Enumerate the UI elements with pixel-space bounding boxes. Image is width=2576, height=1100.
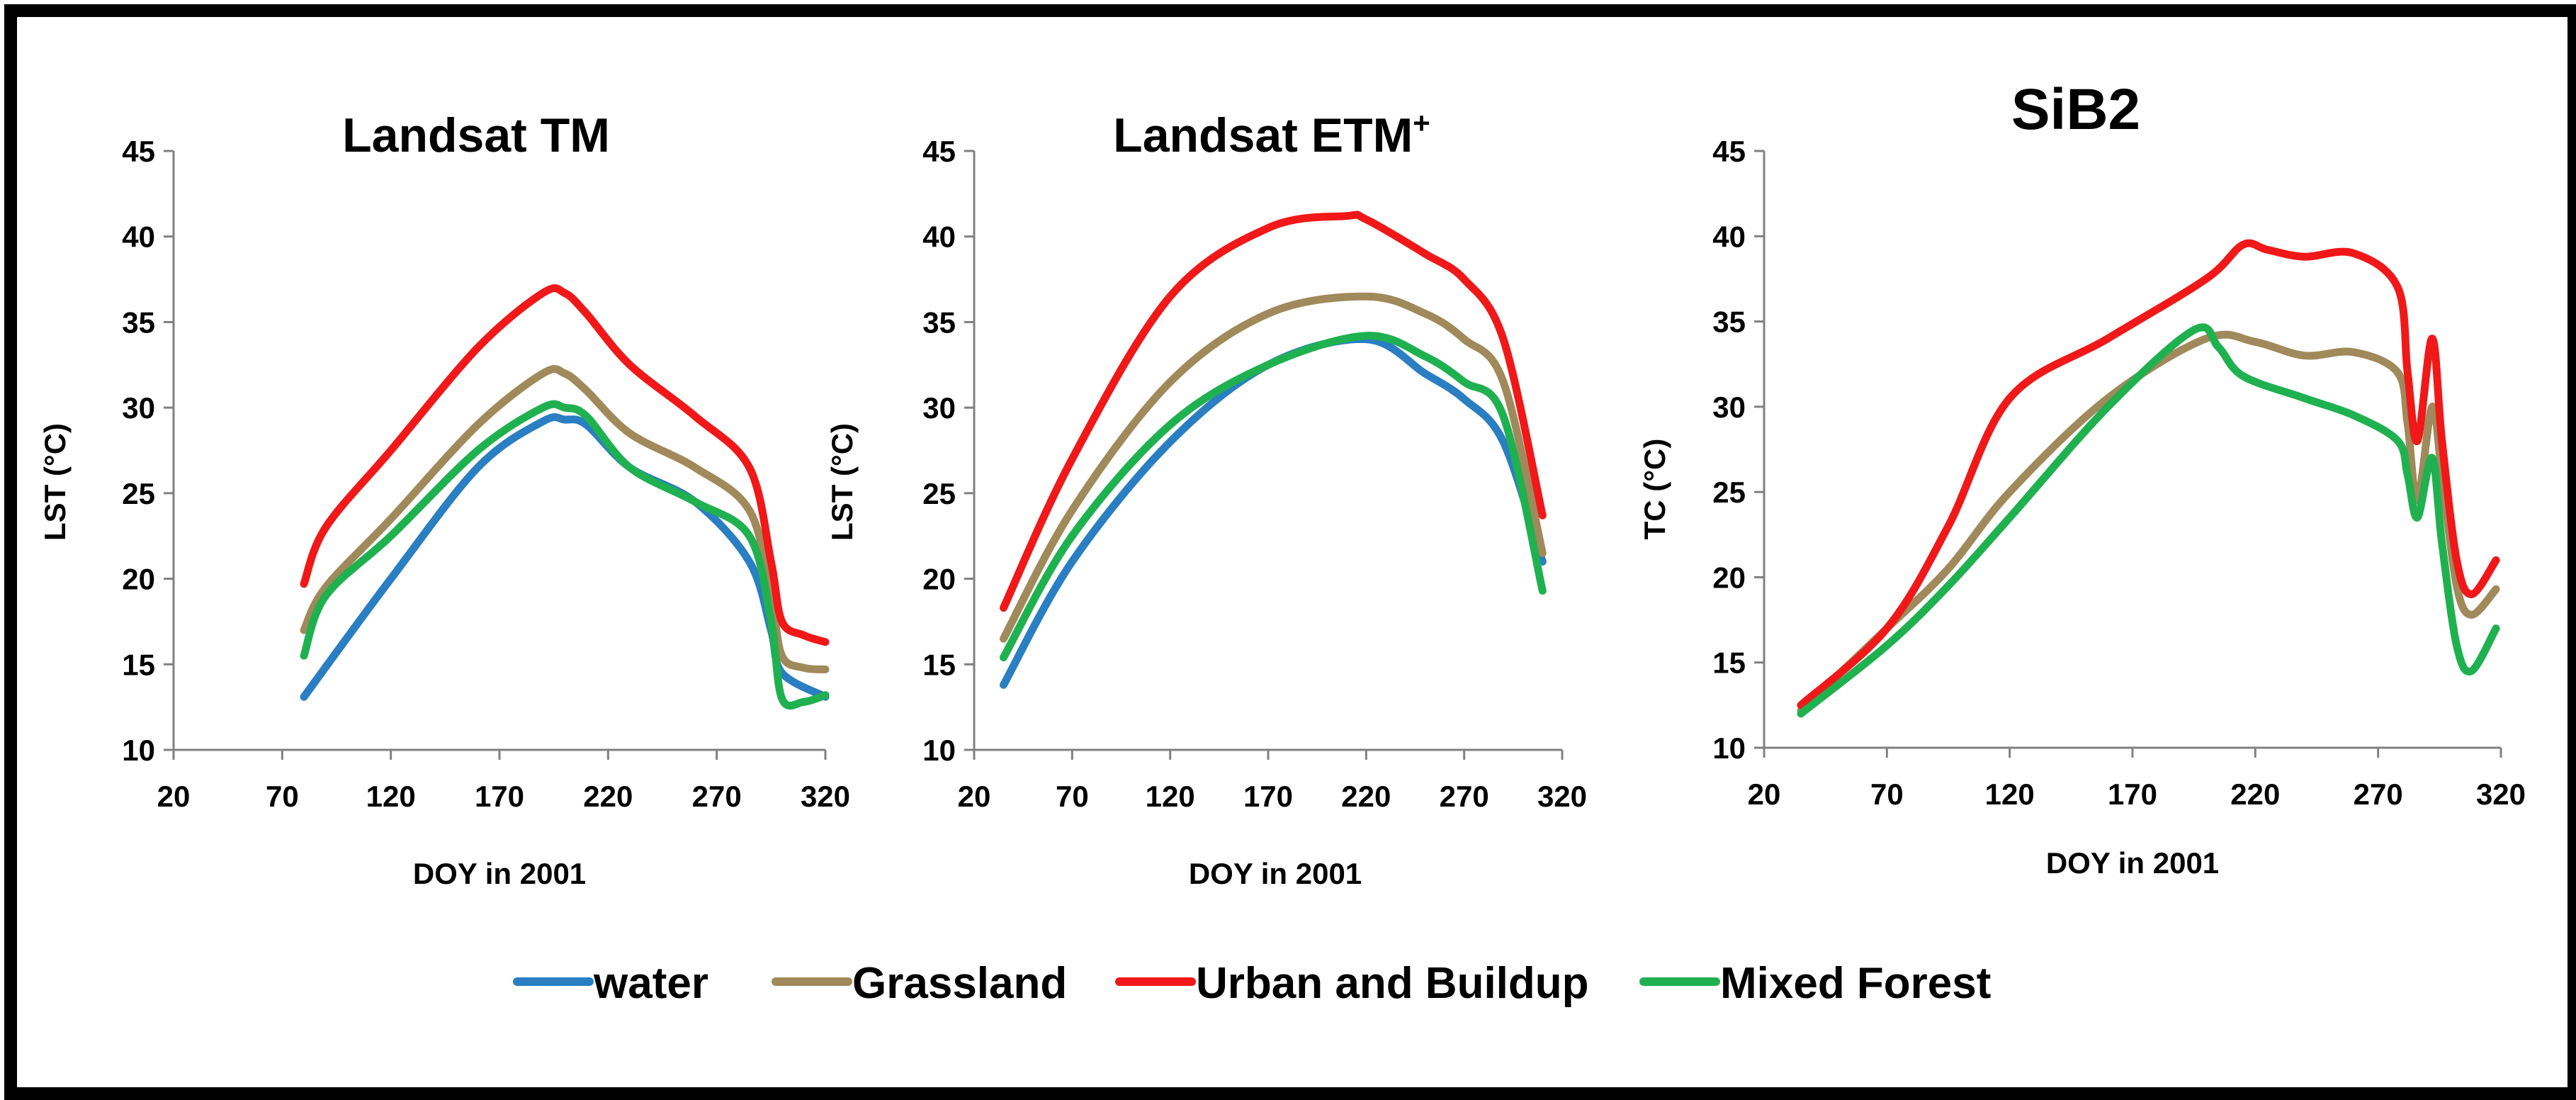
y-tick-label: 20 [122,563,155,596]
y-axis-label: LST (°C) [38,423,72,541]
series-line-mixed-forest [1797,323,2500,718]
panel-sib2: SiB2 10 15 20 25 30 35 40 45 20 70 120 170 220 270 320… [1638,77,2526,880]
x-tick-label: 120 [1146,780,1195,813]
series-line-grassland [1000,292,1547,643]
y-axis-label: LST (°C) [825,423,859,541]
x-tick-label: 20 [958,780,991,813]
y-tick-label: 35 [922,305,956,339]
y-tick-label: 15 [122,648,155,681]
y-tick-label: 30 [922,391,956,425]
y-tick-label: 40 [1712,220,1746,253]
x-tick-label: 20 [1748,778,1781,811]
panel-title-main: Landsat ETM [1113,108,1413,162]
x-tick-label: 270 [2354,778,2403,811]
y-tick-label: 10 [1712,731,1746,765]
y-tick-label: 15 [922,648,956,681]
series-line-grassland [1797,330,2500,714]
legend-label: water [593,959,708,1008]
y-tick-label: 35 [122,305,155,339]
x-tick-label: 120 [1985,778,2035,811]
legend-label: Urban and Buildup [1196,959,1589,1008]
y-axis-label: TC (°C) [1638,439,1671,540]
y-tick-label: 25 [1712,476,1746,509]
x-tick-label: 70 [266,780,299,813]
y-tick-label: 45 [922,135,956,168]
y-tick-label: 45 [122,135,155,168]
legend: water Grassland Urban and Buildup Mixed … [513,959,1991,1008]
series-line-water [1000,335,1547,689]
y-tick-label: 25 [122,477,155,510]
figure-frame [4,4,2576,1100]
series-line-mixed-forest [300,400,830,710]
panel-landsat-etm: Landsat ETM+ 10 15 20 25 30 35 40 45 20 70 120 170 2… [825,106,1587,890]
y-tick-label: 40 [122,220,155,254]
x-tick-label: 270 [1440,780,1489,813]
x-axis-label: DOY in 2001 [2046,846,2219,880]
x-tick-label: 320 [1537,780,1587,813]
plot-area: 10 15 20 25 30 35 40 45 20 70 120 170 220 270 320 [922,135,1587,813]
x-tick-label: 170 [475,780,524,813]
x-tick-label: 170 [2108,778,2157,811]
y-tick-label: 30 [122,391,155,425]
y-tick-label: 45 [1712,135,1746,168]
x-tick-label: 320 [2476,778,2526,811]
panel-landsat-tm: Landsat TM 10 15 20 25 30 35 40 45 20 70 120 170 220… [38,108,850,890]
series-line-urban-and-buildup [300,284,830,646]
y-tick-label: 10 [122,734,155,767]
y-tick-label: 20 [1712,561,1746,594]
x-axis-label: DOY in 2001 [1189,857,1362,890]
x-tick-label: 220 [583,780,633,813]
panel-title-superscript: + [1413,106,1430,140]
y-tick-label: 35 [1712,305,1746,339]
x-tick-label: 220 [1341,780,1391,813]
x-tick-label: 170 [1243,780,1293,813]
legend-label: Mixed Forest [1720,959,1991,1008]
series-line-mixed-forest [1000,332,1547,662]
panel-title: SiB2 [2011,77,2140,142]
legend-item-mixed-forest: Mixed Forest [1639,959,1991,1008]
series-line-urban-and-buildup [1000,211,1547,612]
y-tick-label: 20 [922,563,956,596]
y-tick-label: 10 [922,734,956,767]
x-tick-label: 270 [692,780,742,813]
legend-item-urban-and-buildup: Urban and Buildup [1115,959,1589,1008]
x-axis-label: DOY in 2001 [413,857,586,890]
legend-item-water: water [513,959,708,1008]
series-line-grassland [300,365,830,673]
x-tick-label: 20 [157,780,191,813]
panel-title: Landsat ETM+ [1113,106,1430,162]
panel-title: Landsat TM [342,108,610,162]
y-tick-label: 25 [922,477,956,510]
x-tick-label: 70 [1056,780,1089,813]
plot-area: 10 15 20 25 30 35 40 45 20 70 120 170 220 270 320 [122,135,850,813]
legend-item-grassland: Grassland [772,959,1067,1008]
x-tick-label: 320 [801,780,850,813]
x-tick-label: 220 [2230,778,2280,811]
plot-area: 10 15 20 25 30 35 40 45 20 70 120 170 220 270 320 [1712,135,2526,811]
legend-label: Grassland [852,959,1067,1008]
y-tick-label: 15 [1712,646,1746,680]
y-tick-label: 40 [922,220,956,254]
x-tick-label: 120 [366,780,416,813]
y-tick-label: 30 [1712,391,1746,424]
x-tick-label: 70 [1870,778,1904,811]
series-line-urban-and-buildup [1797,239,2500,709]
